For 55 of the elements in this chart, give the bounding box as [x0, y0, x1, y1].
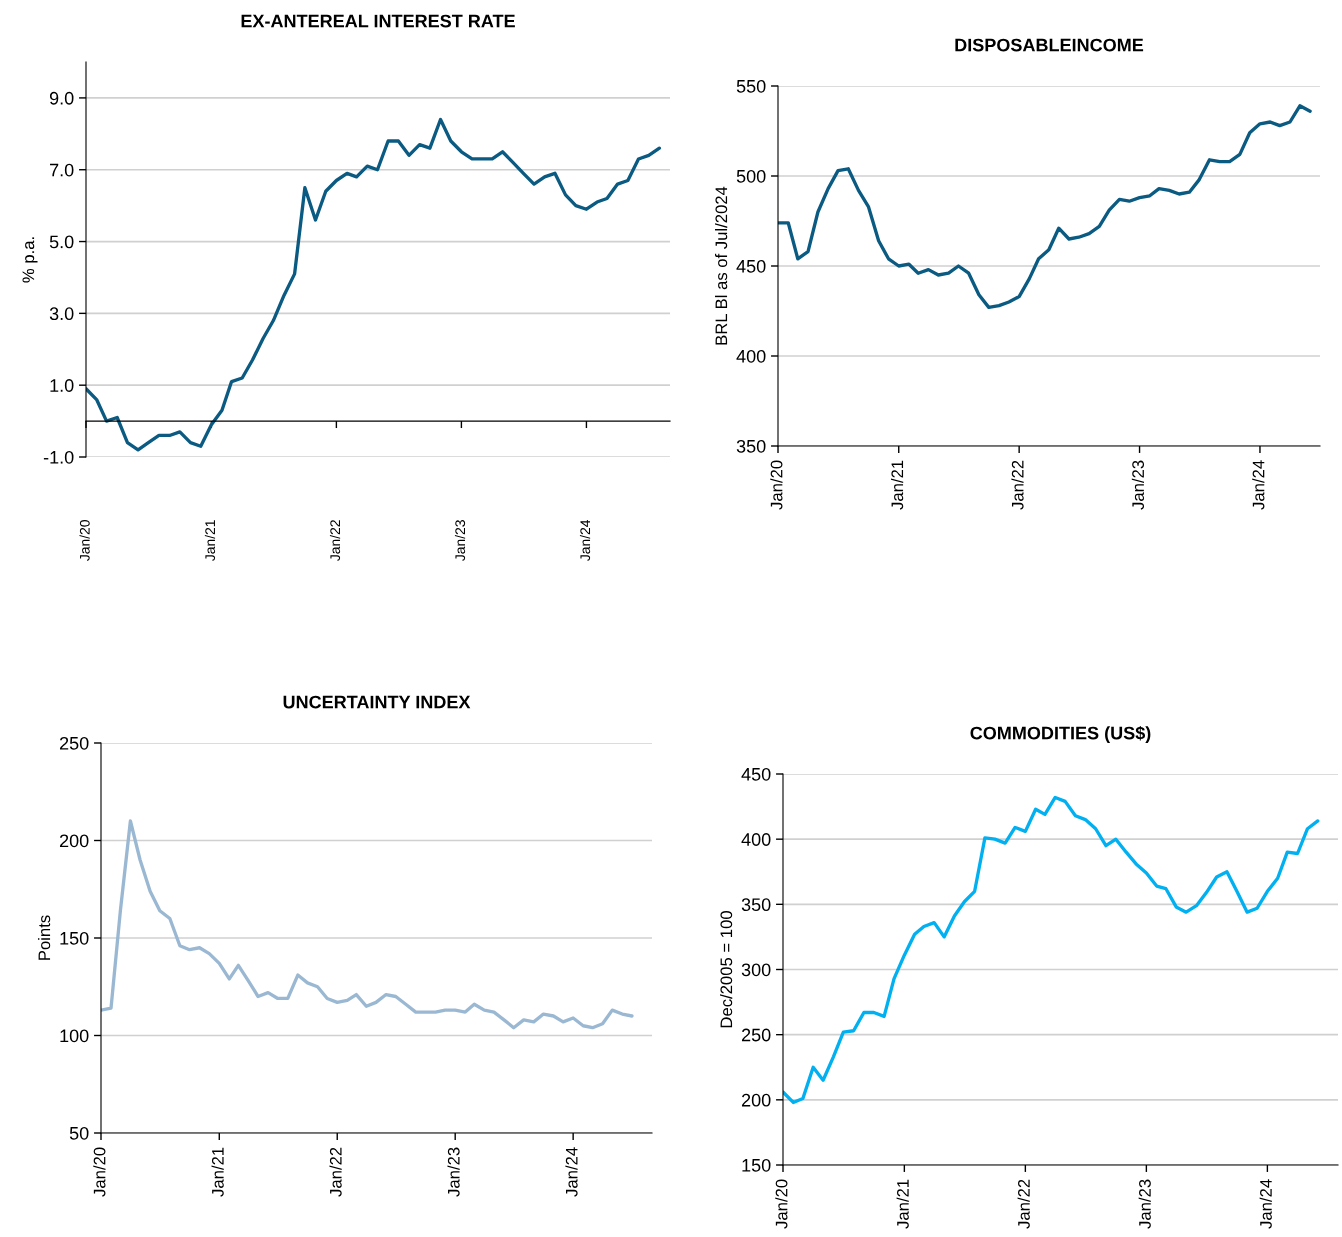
y-tick-label: 400 [736, 349, 766, 363]
chart-title: EX-ANTEREAL INTEREST RATE [241, 14, 515, 28]
y-tick-label: 5.0 [49, 235, 74, 249]
x-tick-label: Jan/22 [329, 520, 341, 561]
y-tick-label: 3.0 [49, 307, 74, 321]
chart-title: DISPOSABLEINCOME [955, 38, 1144, 52]
y-tick-label: 150 [742, 1158, 771, 1172]
line-series [101, 819, 634, 1030]
x-tick-label: Jan/22 [1011, 460, 1024, 510]
x-tick-label: Jan/20 [775, 1179, 788, 1229]
y-tick-label: 500 [736, 169, 766, 183]
x-tick-label: Jan/21 [896, 1179, 909, 1229]
y-tick-label: 200 [741, 1093, 771, 1107]
y-tick-label: 350 [741, 898, 771, 912]
x-tick-label: Jan/24 [579, 519, 591, 561]
line-series [86, 117, 662, 452]
y-tick-label: 1.0 [50, 379, 74, 392]
y-tick-label: 100 [60, 1029, 89, 1043]
y-axis-title: BRL Bl as of Jul/2024 [714, 186, 728, 345]
y-tick-label: 250 [59, 736, 89, 750]
x-tick-label: Jan/23 [454, 520, 466, 561]
chart-title: UNCERTAINTY INDEX [283, 695, 471, 709]
x-tick-label: Jan/21 [204, 520, 216, 561]
y-axis-title: Points [37, 915, 51, 960]
y-tick-label: 50 [69, 1126, 89, 1140]
y-tick-label: 250 [741, 1028, 771, 1042]
y-tick-label: 200 [59, 834, 89, 848]
x-tick-label: Jan/21 [211, 1147, 224, 1197]
x-tick-label: Jan/20 [79, 520, 90, 561]
y-tick-label: 150 [60, 931, 89, 945]
y-tick-label: -1.0 [43, 450, 74, 464]
y-tick-label: 450 [736, 259, 766, 273]
chart-title: COMMODITIES (US$) [970, 725, 1151, 744]
x-tick-label: Jan/20 [93, 1147, 106, 1197]
x-tick-label: Jan/23 [447, 1147, 460, 1197]
line-series [778, 104, 1312, 310]
x-tick-label: Jan/24 [565, 1147, 578, 1197]
x-tick-label: Jan/24 [1259, 1179, 1272, 1229]
x-tick-label: Jan/23 [1138, 1179, 1151, 1229]
x-tick-label: Jan/21 [890, 460, 904, 510]
y-axis-title: Dec/2005 = 100 [719, 911, 733, 1028]
y-tick-label: 9.0 [49, 91, 74, 105]
x-tick-label: Jan/22 [329, 1147, 342, 1197]
y-tick-label: 350 [736, 439, 766, 453]
y-tick-label: 550 [736, 79, 766, 93]
y-tick-label: 7.0 [50, 163, 74, 177]
y-axis-title: % p.a. [22, 237, 38, 283]
x-tick-label: Jan/20 [770, 460, 783, 510]
y-tick-label: 300 [741, 963, 771, 977]
y-tick-label: 400 [741, 833, 771, 846]
line-series [783, 795, 1320, 1105]
x-tick-label: Jan/22 [1017, 1179, 1030, 1229]
x-tick-label: Jan/23 [1131, 460, 1145, 510]
y-tick-label: 450 [741, 767, 771, 781]
x-tick-label: Jan/24 [1252, 460, 1265, 510]
